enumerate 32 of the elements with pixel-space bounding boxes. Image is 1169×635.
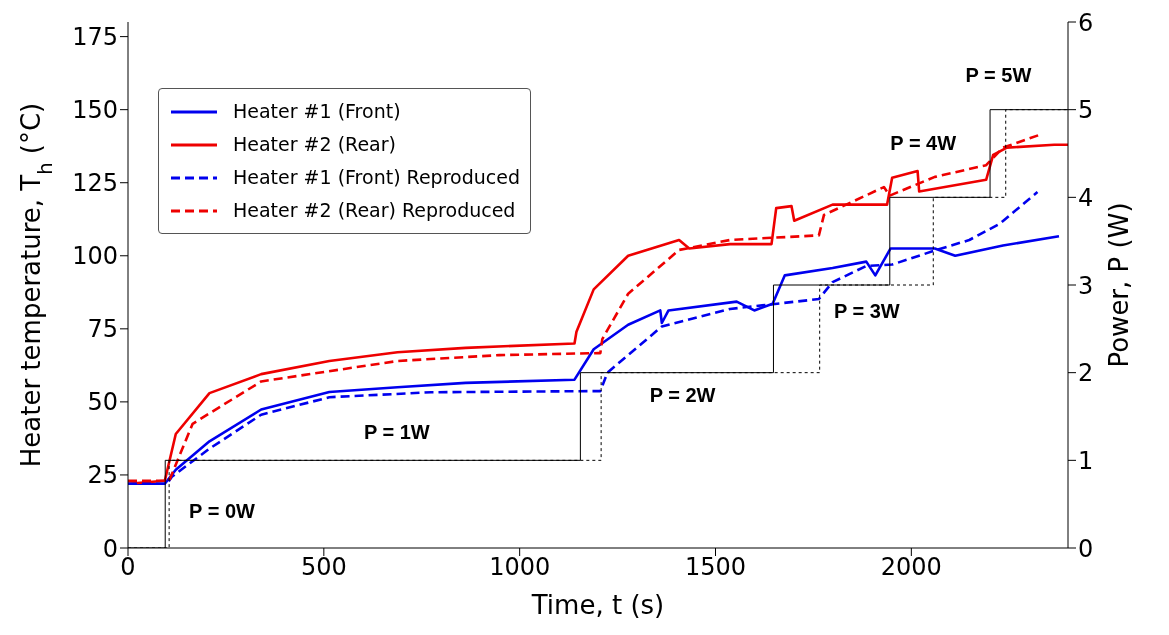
y2-tick-label: 5 — [1078, 96, 1094, 125]
annotation: P = 2W — [649, 383, 716, 406]
y-tick-label: 150 — [72, 96, 118, 125]
x-tick-label: 1500 — [684, 553, 747, 582]
y-tick-label: 125 — [72, 169, 118, 198]
x-tick-label: 500 — [300, 553, 347, 582]
y-tick-label: 25 — [87, 461, 118, 490]
x-tick-label: 1000 — [489, 553, 551, 582]
y-tick-label: 175 — [72, 23, 118, 52]
annotation: P = 0W — [189, 499, 255, 522]
legend-label: Heater #2 (Rear) — [233, 132, 396, 157]
y2-tick-label: 3 — [1078, 271, 1094, 300]
legend-label: Heater #1 (Front) — [233, 99, 401, 124]
y2-tick-label: 0 — [1078, 534, 1094, 563]
legend-label: Heater #2 (Rear) Reproduced — [233, 198, 516, 223]
annotation: P = 3W — [833, 299, 900, 322]
y-tick-label: 0 — [102, 534, 118, 563]
legend-label: Heater #1 (Front) Reproduced — [233, 165, 520, 190]
y2-tick-label: 2 — [1078, 359, 1094, 388]
x-tick-label: 0 — [120, 553, 136, 582]
annotation: P = 1W — [363, 420, 430, 443]
y2-axis-title: Power, P (W) — [1104, 202, 1134, 368]
annotation: P = 4W — [890, 131, 957, 154]
annotation: P = 5W — [965, 63, 1032, 86]
y-tick-label: 100 — [72, 242, 118, 271]
y-tick-label: 50 — [87, 388, 118, 417]
y2-tick-label: 4 — [1078, 183, 1094, 212]
x-tick-label: 2000 — [880, 553, 942, 582]
y2-tick-label: 6 — [1078, 8, 1094, 37]
y2-tick-label: 1 — [1078, 446, 1094, 475]
y-tick-label: 75 — [87, 315, 118, 344]
x-axis-title: Time, t (s) — [530, 590, 665, 620]
